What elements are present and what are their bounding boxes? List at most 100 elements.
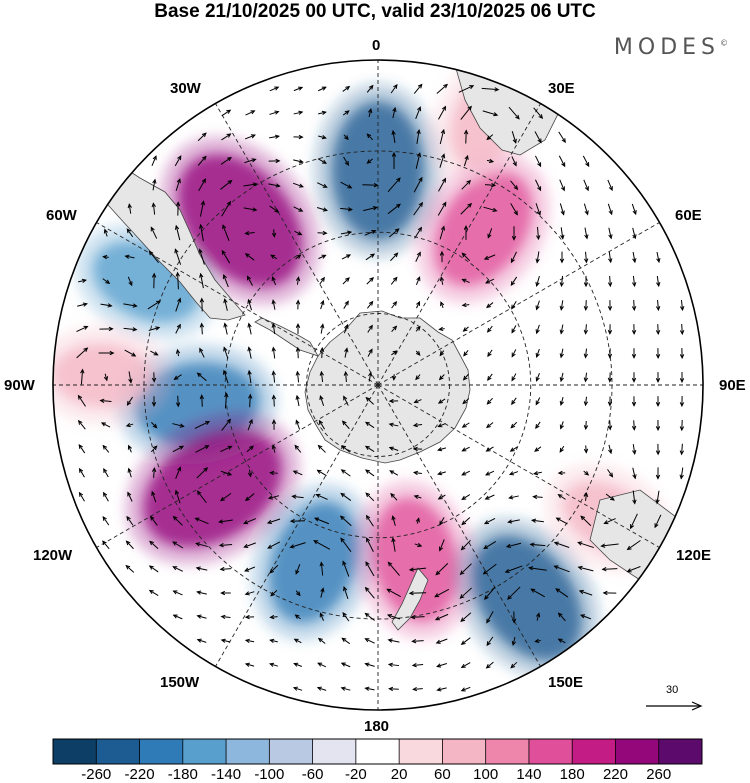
wind-vector-head xyxy=(275,158,281,164)
wind-vector-head xyxy=(149,540,154,546)
wind-vector-head xyxy=(417,83,423,89)
wind-vector-head xyxy=(199,297,205,303)
wind-vector xyxy=(318,254,326,260)
wind-vector xyxy=(387,588,401,598)
wind-vector-head xyxy=(463,129,469,135)
wind-vector xyxy=(220,157,232,165)
wind-vector xyxy=(461,686,471,692)
wind-vector-head xyxy=(655,378,661,384)
wind-vector xyxy=(175,298,181,312)
wind-vector-head xyxy=(298,86,304,91)
wind-vector-head xyxy=(156,300,162,305)
wind-vector-head xyxy=(150,226,155,232)
wind-vector xyxy=(320,588,324,598)
wind-vector-head xyxy=(175,402,181,408)
wind-vector-head xyxy=(102,491,108,497)
wind-vector xyxy=(608,251,612,263)
wind-vector-head xyxy=(416,128,421,135)
wind-vector xyxy=(413,423,423,427)
lon-label-60w: 60W xyxy=(46,207,77,224)
wind-vector xyxy=(438,447,446,451)
wind-vector xyxy=(104,229,108,237)
wind-vector-head xyxy=(559,329,564,335)
wind-vector-head xyxy=(416,251,421,257)
wind-vector-head xyxy=(439,351,444,357)
wind-vector xyxy=(438,471,446,475)
wind-vector xyxy=(343,586,349,600)
wind-vector xyxy=(487,397,493,405)
wind-vector-head xyxy=(274,208,280,213)
wind-vector xyxy=(460,612,472,622)
wind-vector xyxy=(246,445,254,453)
wind-vector-head xyxy=(530,518,537,523)
wind-vector xyxy=(79,492,85,502)
wind-vector-head xyxy=(560,234,565,240)
wind-vector xyxy=(627,566,641,572)
wind-vector xyxy=(560,421,564,429)
wind-vector-head xyxy=(313,540,319,545)
wind-vector xyxy=(342,612,350,622)
vector-scale-label: 30 xyxy=(666,684,679,696)
wind-vector-head xyxy=(491,182,497,188)
colorbar-label: 260 xyxy=(646,766,672,783)
wind-vector xyxy=(415,276,421,286)
wind-vector xyxy=(173,566,183,572)
wind-vector-head xyxy=(152,155,157,161)
wind-vector xyxy=(511,156,517,166)
wind-vector-head xyxy=(534,638,540,644)
wind-vector xyxy=(314,517,330,525)
wind-vector-head xyxy=(365,492,371,498)
wind-vector xyxy=(296,277,300,285)
wind-vector-head xyxy=(151,467,157,473)
wind-vector xyxy=(560,397,564,405)
wind-vector-head xyxy=(320,323,325,329)
wind-vector xyxy=(485,470,495,476)
wind-vector xyxy=(554,542,570,548)
wind-vector-head xyxy=(226,418,232,424)
wind-vector-head xyxy=(317,444,323,450)
wind-vector-head xyxy=(344,110,350,115)
wind-vector-head xyxy=(463,225,469,230)
lon-label-90w: 90W xyxy=(4,377,35,394)
wind-vector-head xyxy=(318,419,324,425)
wind-vector-head xyxy=(204,445,210,450)
wind-vector xyxy=(365,638,375,644)
wind-vector-head xyxy=(408,590,414,596)
wind-vector-head xyxy=(607,306,613,312)
wind-vector-head xyxy=(608,472,614,478)
wind-vector xyxy=(463,373,469,381)
wind-vector-head xyxy=(535,329,540,335)
colorbar-segment xyxy=(355,739,400,764)
wind-vector xyxy=(511,397,517,405)
wind-vector xyxy=(366,537,374,553)
lon-label-150e: 150E xyxy=(548,674,584,691)
wind-vector xyxy=(153,468,155,478)
wind-vector-head xyxy=(205,421,211,426)
wind-vector xyxy=(438,398,446,404)
wind-vector xyxy=(244,158,256,164)
wind-vector-head xyxy=(271,322,276,328)
wind-vector-head xyxy=(244,614,250,620)
wind-vector xyxy=(536,251,540,263)
wind-vector xyxy=(173,590,183,596)
wind-vector xyxy=(535,421,541,429)
wind-vector-head xyxy=(434,616,440,621)
wind-vector xyxy=(245,253,255,261)
wind-vector xyxy=(534,471,542,475)
wind-vector-head xyxy=(655,354,661,360)
wind-vector xyxy=(201,323,203,335)
wind-vector-head xyxy=(132,327,138,332)
wind-vector-head xyxy=(220,614,226,620)
wind-vector-head xyxy=(322,207,329,212)
wind-vector xyxy=(320,562,324,576)
wind-vector-head xyxy=(199,223,204,229)
meridian-330 xyxy=(215,103,379,386)
wind-vector-head xyxy=(295,370,300,376)
wind-vector-head xyxy=(507,519,513,524)
wind-vector-head xyxy=(244,496,250,502)
wind-vector-head xyxy=(408,567,414,572)
wind-vector-head xyxy=(494,87,500,92)
wind-vector-head xyxy=(269,638,275,644)
wind-vector xyxy=(317,86,327,92)
wind-vector-head xyxy=(466,179,472,185)
